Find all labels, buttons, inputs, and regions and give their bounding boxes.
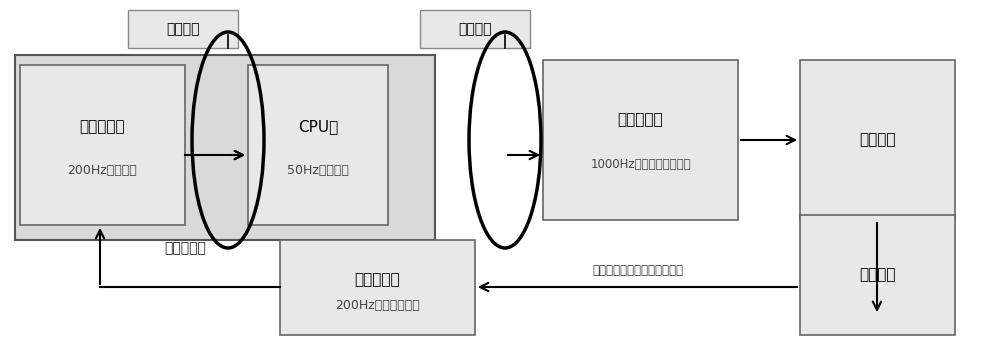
Text: 飞控传感器: 飞控传感器 bbox=[355, 272, 400, 287]
Text: 舵面激励: 舵面激励 bbox=[859, 132, 896, 147]
Text: 50Hz计算频率: 50Hz计算频率 bbox=[287, 164, 349, 177]
Text: 产生畸变: 产生畸变 bbox=[458, 22, 492, 36]
Text: 1000Hz指令运算处理频率: 1000Hz指令运算处理频率 bbox=[590, 159, 691, 172]
Text: 结构模态引发的角速率、过载: 结构模态引发的角速率、过载 bbox=[592, 264, 683, 277]
Bar bbox=[420, 10, 530, 48]
Text: 飞控计算机: 飞控计算机 bbox=[164, 241, 206, 255]
Text: 产生混叠: 产生混叠 bbox=[166, 22, 200, 36]
Bar bbox=[280, 240, 475, 335]
Text: 200Hz信号输出频率: 200Hz信号输出频率 bbox=[335, 299, 420, 312]
Bar bbox=[20, 65, 185, 225]
Text: 数字接口板: 数字接口板 bbox=[80, 119, 125, 134]
Text: 伺服作动器: 伺服作动器 bbox=[618, 113, 663, 127]
Text: 200Hz计算频率: 200Hz计算频率 bbox=[68, 164, 137, 177]
Text: CPU板: CPU板 bbox=[298, 119, 338, 134]
Bar bbox=[128, 10, 238, 48]
Text: 弹性机体: 弹性机体 bbox=[859, 267, 896, 283]
Bar bbox=[800, 215, 955, 335]
Bar bbox=[543, 60, 738, 220]
Bar bbox=[248, 65, 388, 225]
Bar bbox=[800, 60, 955, 220]
Bar bbox=[15, 55, 435, 240]
